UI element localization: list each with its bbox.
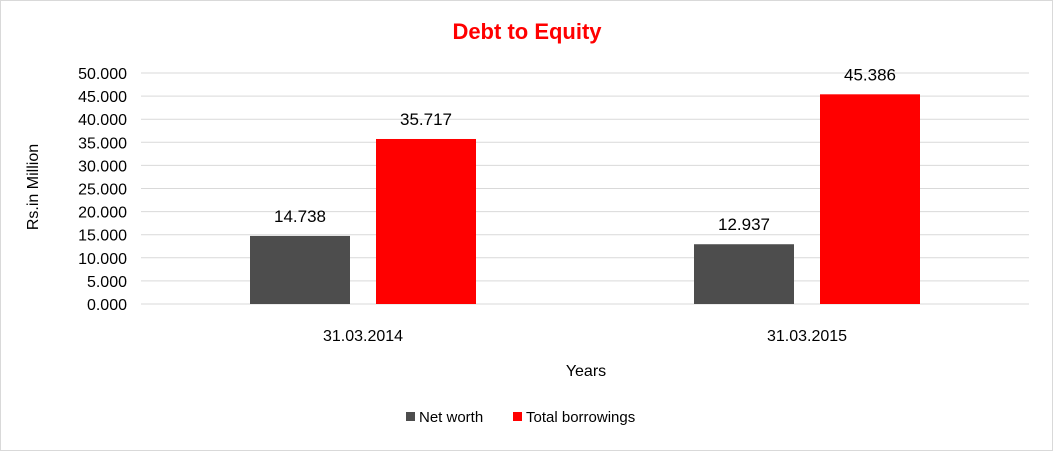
chart-title: Debt to Equity (452, 19, 602, 44)
x-tick-label: 31.03.2014 (323, 328, 403, 345)
legend-swatch (513, 412, 522, 421)
y-tick-label: 5.000 (87, 274, 127, 291)
legend-swatch (406, 412, 415, 421)
legend: Net worth Total borrowings (406, 409, 635, 426)
y-tick-label: 45.000 (78, 89, 127, 106)
legend-label: Total borrowings (526, 409, 635, 426)
y-tick-label: 40.000 (78, 112, 127, 129)
bars (250, 94, 920, 304)
y-tick-label: 25.000 (78, 182, 127, 199)
y-tick-label: 15.000 (78, 228, 127, 245)
bar (820, 94, 920, 304)
data-label: 45.386 (844, 65, 896, 84)
y-tick-label: 35.000 (78, 135, 127, 152)
bar (376, 138, 476, 304)
y-tick-label: 30.000 (78, 158, 127, 175)
bar (250, 235, 350, 304)
y-tick-label: 10.000 (78, 251, 127, 268)
x-axis-label: Years (566, 363, 606, 380)
legend-label: Net worth (419, 409, 483, 426)
y-tick-label: 20.000 (78, 205, 127, 222)
bar (694, 244, 794, 304)
x-tick-label: 31.03.2015 (767, 328, 847, 345)
y-tick-label: 50.000 (78, 66, 127, 83)
data-label: 14.738 (274, 207, 326, 226)
y-axis-ticks: 0.000 5.000 10.000 15.000 20.000 25.000 30.000… (78, 66, 127, 314)
data-labels: 14.738 35.717 12.937 45.386 (274, 65, 896, 234)
data-label: 12.937 (718, 215, 770, 234)
data-label: 35.717 (400, 110, 452, 129)
x-axis-ticks: 31.03.2014 31.03.2015 (323, 328, 847, 345)
y-axis-label: Rs.in Million (25, 144, 42, 230)
y-tick-label: 0.000 (87, 297, 127, 314)
